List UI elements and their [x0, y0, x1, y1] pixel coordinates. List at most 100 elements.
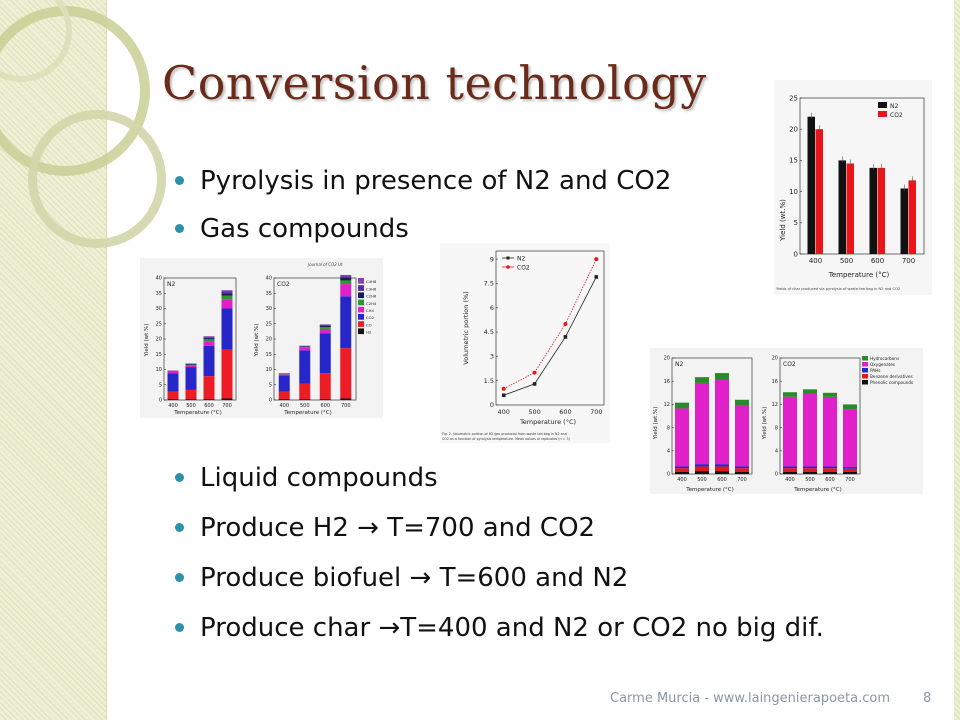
liquid-yield-bar-segment: [803, 389, 817, 394]
gas-yield-bar-segment: [167, 373, 179, 392]
h2-volumetric-ytick-label: 3: [490, 353, 494, 361]
gas-yield-xtick-label: 600: [204, 403, 214, 409]
gas-yield-ytick-label: 30: [266, 306, 272, 312]
h2-volumetric-legend-label: CO2: [517, 265, 530, 272]
gas-yield-bar-segment: [340, 348, 352, 399]
gas-yield-legend-label: C3H6: [366, 286, 377, 291]
gas-yield-bar-segment: [319, 399, 331, 400]
gas-yield-legend: C4H8 C3H6 C2H6 C2H4 CH4 CO2 CO H2: [358, 278, 377, 335]
gas-yield-bar-segment: [203, 399, 215, 400]
gas-yield-ytick-label: 20: [156, 337, 162, 343]
liquid-yield-bar-segment: [823, 468, 837, 472]
char-yield-figure: Yield (wt.%) Temperature (°C) Yields of …: [774, 80, 932, 295]
gas-yield-xtick-label: 500: [300, 403, 310, 409]
char-yield-ytick-label: 10: [789, 188, 798, 196]
h2-volumetric-legend-marker: [506, 256, 510, 260]
gas-yield-legend-swatch: [358, 285, 364, 291]
gas-yield-ytick-label: 25: [266, 321, 272, 327]
h2-volumetric-series-line: [503, 258, 597, 390]
char-yield-plot-frame: [799, 97, 925, 255]
gas-yield-bar-segment: [319, 333, 331, 374]
char-yield-xlabel: Temperature (°C): [828, 271, 890, 279]
h2-volumetric-ytick-label: 9: [490, 255, 494, 263]
h2-volumetric-point: [594, 275, 599, 279]
h2-volumetric-caption-1: Fig. 2. Volumetric portion of H2 gas pro…: [442, 432, 567, 436]
liquid-yield-xtick-label: 400: [785, 477, 795, 483]
bullet-item: Liquid compounds: [175, 465, 824, 491]
gas-yield-legend-label: C2H4: [366, 301, 377, 306]
h2-volumetric-point: [532, 370, 537, 375]
gas-yield-ylabel-n2: Yield (wt.%): [144, 324, 150, 358]
gas-yield-ytick-label: 15: [156, 352, 162, 358]
liquid-yield-bar-segment: [715, 464, 729, 467]
liquid-yield-bar-segment: [843, 468, 857, 472]
page-number: 8: [923, 691, 932, 706]
liquid-yield-xtick-label: 600: [717, 477, 727, 483]
h2-volumetric-xtick-label: 500: [528, 408, 540, 416]
liquid-yield-ytick-label: 4: [667, 448, 670, 454]
gas-yield-xtick-label: 400: [279, 403, 289, 409]
gas-yield-bar-segment: [221, 293, 233, 296]
gas-yield-bar-segment: [340, 274, 352, 277]
liquid-yield-bar-segment: [783, 468, 797, 472]
h2-volumetric-xtick-label: 600: [559, 408, 571, 416]
char-yield-bar: [877, 167, 885, 254]
h2-volumetric-ytick-label: 6: [490, 304, 494, 312]
h2-volumetric-point: [563, 321, 568, 326]
liquid-yield-legend-swatch: [862, 368, 868, 373]
gas-yield-bar-segment: [185, 364, 197, 365]
char-yield-xtick-label: 600: [871, 257, 884, 265]
liquid-yield-bar-segment: [803, 466, 817, 469]
gas-yield-journal: Journal of CO2 Ut: [307, 262, 343, 267]
slide-title: Conversion technology: [162, 56, 707, 110]
char-yield-ylabel: Yield (wt.%): [779, 199, 787, 242]
liquid-yield-bar-segment: [843, 467, 857, 469]
bullet-dot-icon: [175, 473, 184, 482]
h2-volumetric-point: [563, 335, 568, 339]
gas-yield-bar-segment: [319, 328, 331, 334]
gas-yield-legend-swatch: [358, 314, 364, 320]
h2-volumetric-legend-marker: [506, 265, 510, 269]
liquid-yield-bar-segment: [843, 404, 857, 410]
liquid-yield-xtick-label: 600: [825, 477, 835, 483]
liquid-yield-legend-label: PAHs: [870, 368, 880, 373]
char-yield-bar: [900, 188, 908, 254]
gas-yield-bar-segment: [203, 338, 215, 340]
h2-volumetric-ylabel: Volumetric portion (%): [462, 291, 470, 364]
h2-volumetric-xtick-label: 400: [498, 408, 510, 416]
gas-yield-ytick-label: 20: [266, 337, 272, 343]
bullet-item: Pyrolysis in presence of N2 and CO2: [175, 168, 671, 194]
gas-yield-bar-segment: [203, 345, 215, 377]
liquid-yield-bar-segment: [675, 466, 689, 469]
gas-yield-ytick-label: 35: [266, 291, 272, 297]
liquid-yield-xlabel-co2: Temperature (°C): [793, 487, 841, 493]
liquid-yield-bar-segment: [803, 393, 817, 467]
liquid-yield-bar-segment: [715, 466, 729, 472]
liquid-yield-bar-segment: [695, 377, 709, 383]
liquid-yield-legend-label: Hydrocarbons: [870, 356, 899, 361]
liquid-yield-ytick-label: 8: [667, 425, 670, 431]
gas-yield-ytick-label: 40: [266, 276, 272, 282]
gas-yield-panel-label: N2: [167, 281, 175, 288]
liquid-yield-bar-segment: [695, 466, 709, 472]
gas-yield-bar-segment: [185, 364, 197, 366]
liquid-yield-bar-segment: [695, 464, 709, 467]
char-yield-ytick-label: 15: [789, 157, 798, 165]
h2-volumetric-chart: Volumetric portion (%) Temperature (°C) …: [442, 250, 605, 441]
gas-yield-chart: Journal of CO2 Ut Yield (wt.%) Yield (wt…: [144, 262, 377, 416]
char-yield-ytick-label: 5: [794, 219, 798, 227]
liquid-yield-bar-segment: [803, 468, 817, 472]
liquid-yield-legend-label: Benzene derivatives: [870, 374, 913, 379]
gas-yield-legend-swatch: [358, 328, 364, 335]
liquid-yield-bar-segment: [735, 466, 749, 469]
h2-volumetric-legend-label: N2: [517, 256, 525, 263]
gas-yield-legend-label: C4H8: [366, 279, 377, 284]
h2-volumetric-point: [594, 257, 599, 262]
liquid-yield-legend-swatch: [862, 362, 868, 367]
char-yield-bar: [838, 160, 846, 254]
bullet-dot-icon: [175, 573, 184, 582]
char-yield-bar: [846, 163, 854, 254]
liquid-yield-bar-segment: [823, 466, 837, 469]
